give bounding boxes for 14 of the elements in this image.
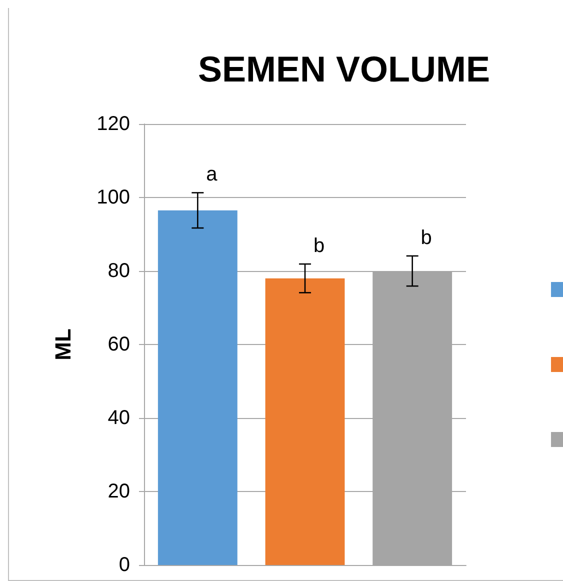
- chart-title: SEMEN VOLUME: [198, 48, 490, 90]
- y-tick-label: 100: [96, 186, 130, 208]
- data-label: b: [313, 235, 325, 258]
- y-tick-label: 80: [108, 260, 130, 282]
- y-tick-label: 40: [108, 407, 130, 429]
- y-tick-label: 60: [108, 334, 130, 356]
- y-tick-label: 120: [96, 113, 130, 135]
- y-axis-title: ML: [50, 328, 76, 360]
- bar: [265, 278, 345, 565]
- y-tick-label: 0: [118, 554, 130, 576]
- y-tick-label: 20: [108, 480, 130, 502]
- data-label: a: [206, 164, 218, 186]
- data-label: b: [420, 226, 432, 249]
- bar: [158, 210, 238, 565]
